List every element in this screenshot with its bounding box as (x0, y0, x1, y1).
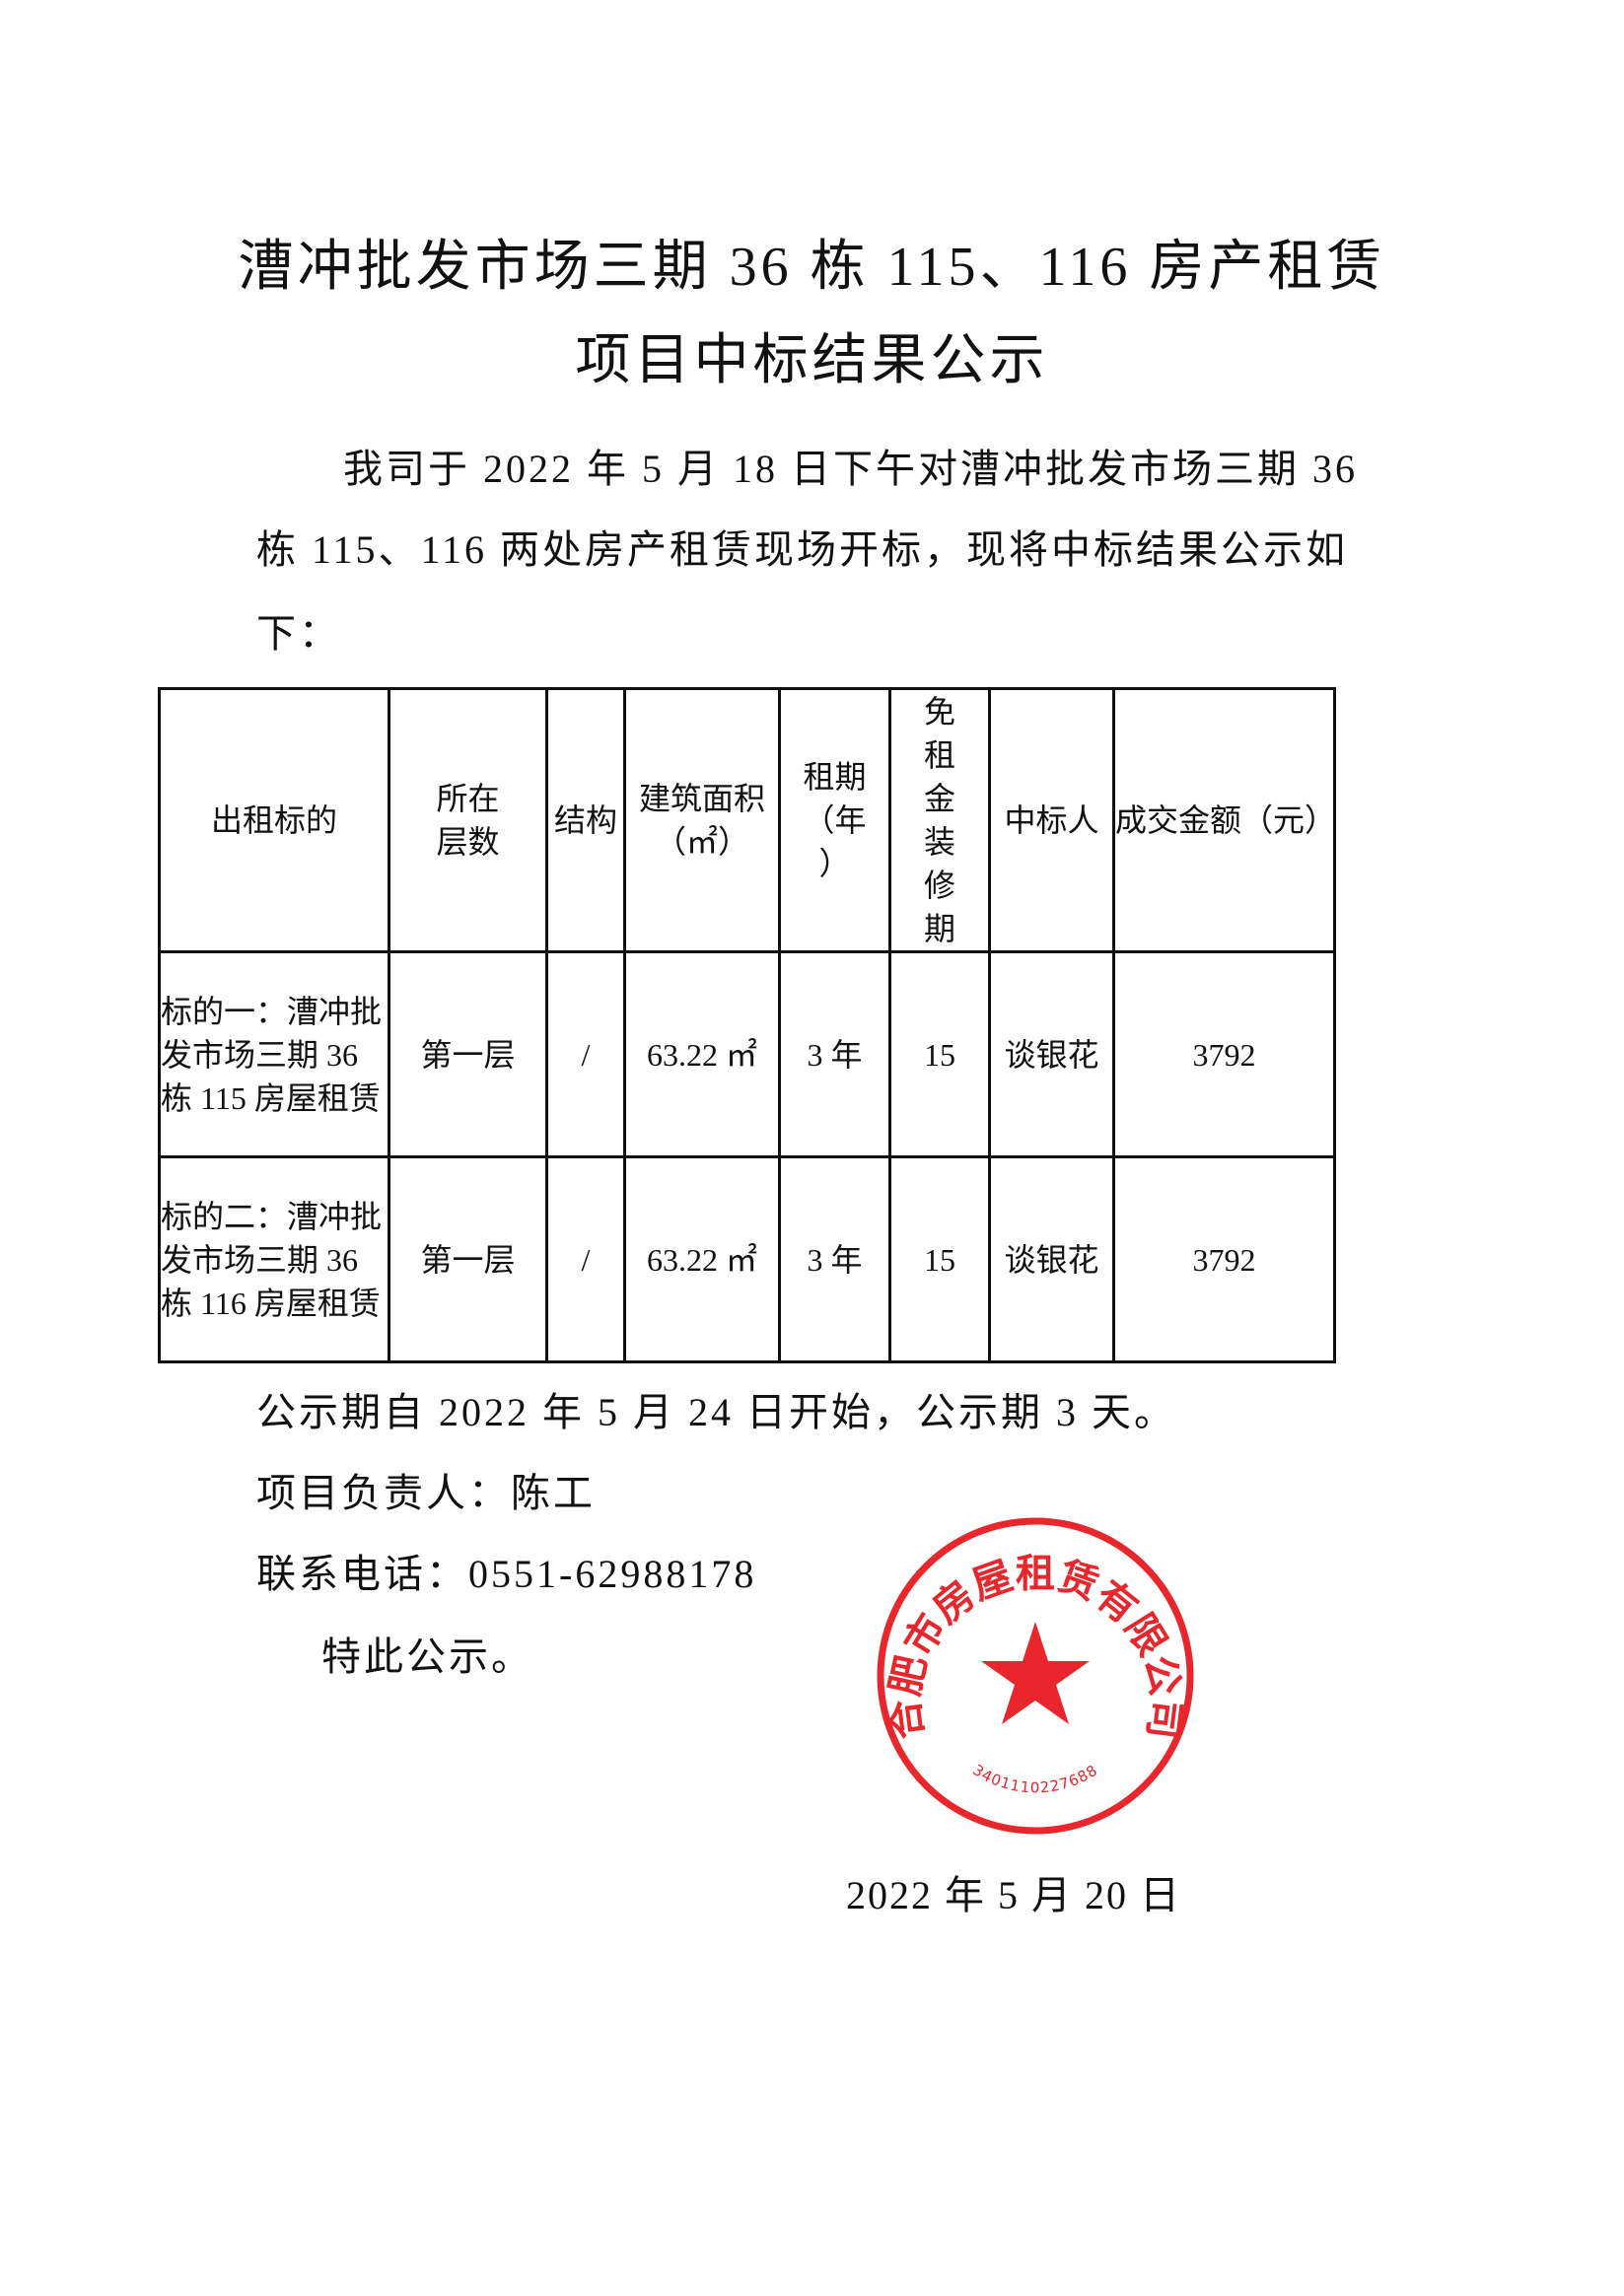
company-seal: 合肥市房屋租赁有限公司 3401110227688 (877, 1517, 1194, 1835)
seal-code: 3401110227688 (969, 1761, 1100, 1796)
header-winner: 中标人 (988, 687, 1115, 953)
cell-subject: 标的一：漕冲批发市场三期 36 栋 115 房屋租赁 (158, 950, 390, 1158)
header-area: 建筑面积（㎡） (623, 687, 781, 953)
cell-amount: 3792 (1112, 1155, 1336, 1363)
cell-area: 63.22 ㎡ (623, 1155, 781, 1363)
intro-line3: 下： (256, 611, 341, 656)
header-floor: 所在层数 (388, 687, 548, 953)
seal-ring (877, 1517, 1194, 1835)
notice-period: 公示期自 2022 年 5 月 24 日开始，公示期 3 天。 (256, 1390, 1176, 1434)
table-row: 标的一：漕冲批发市场三期 36 栋 115 房屋租赁 第一层 / 63.22 ㎡… (158, 950, 1336, 1158)
intro-line2: 栋 115、116 两处房产租赁现场开标，现将中标结果公示如 (256, 527, 1349, 572)
cell-winner: 谈银花 (988, 950, 1115, 1158)
star-icon (981, 1622, 1090, 1724)
cell-subject: 标的二：漕冲批发市场三期 36 栋 116 房屋租赁 (158, 1155, 390, 1363)
cell-amount: 3792 (1112, 950, 1336, 1158)
header-amount: 成交金额（元） (1112, 687, 1336, 953)
cell-floor: 第一层 (388, 950, 548, 1158)
header-structure: 结构 (545, 687, 626, 953)
cell-structure: / (545, 950, 626, 1158)
cell-free-period: 15 (888, 1155, 991, 1363)
notice-phone: 联系电话：0551-62988178 (256, 1552, 757, 1596)
header-subject: 出租标的 (158, 687, 390, 953)
header-free-period: 免租金装修期 (888, 687, 991, 953)
cell-term: 3 年 (778, 1155, 891, 1363)
intro-line1: 我司于 2022 年 5 月 18 日下午对漕冲批发市场三期 36 (343, 447, 1358, 491)
cell-structure: / (545, 1155, 626, 1363)
document-title-line1: 漕冲批发市场三期 36 栋 115、116 房产租赁 (238, 237, 1386, 298)
results-table: 出租标的 所在层数 结构 建筑面积（㎡） 租期（年） 免租金装修期 中标人 成交… (158, 687, 1336, 1363)
table-header-row: 出租标的 所在层数 结构 建筑面积（㎡） 租期（年） 免租金装修期 中标人 成交… (158, 687, 1336, 953)
cell-winner: 谈银花 (988, 1155, 1115, 1363)
cell-term: 3 年 (778, 950, 891, 1158)
cell-floor: 第一层 (388, 1155, 548, 1363)
cell-area: 63.22 ㎡ (623, 950, 781, 1158)
notice-manager: 项目负责人：陈工 (256, 1471, 596, 1515)
signing-date: 2022 年 5 月 20 日 (846, 1873, 1181, 1917)
document-title-line2: 项目中标结果公示 (575, 330, 1049, 391)
table-row: 标的二：漕冲批发市场三期 36 栋 116 房屋租赁 第一层 / 63.22 ㎡… (158, 1155, 1336, 1363)
notice-closing: 特此公示。 (321, 1635, 533, 1679)
header-term: 租期（年） (778, 687, 891, 953)
cell-free-period: 15 (888, 950, 991, 1158)
